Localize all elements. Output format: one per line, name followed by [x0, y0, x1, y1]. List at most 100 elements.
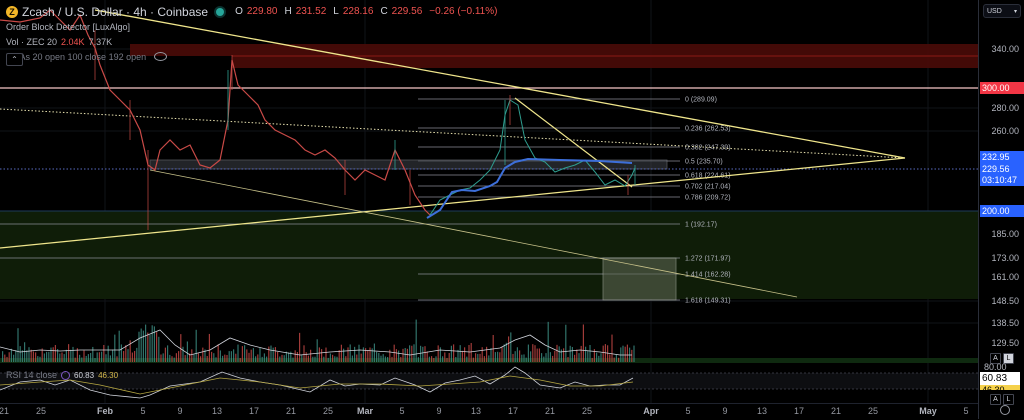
- open-label: O: [235, 5, 243, 17]
- price-tag: 03:10:47: [980, 174, 1024, 186]
- log-scale-button[interactable]: L: [1003, 353, 1014, 364]
- bullish-order-block: [0, 211, 978, 299]
- time-tick: 17: [248, 406, 260, 416]
- fib-level-label: 0.786 (209.72): [685, 195, 731, 202]
- rsi-auto-scale-button[interactable]: A: [990, 394, 1001, 405]
- close-value: 229.56: [391, 5, 423, 17]
- symbol-title[interactable]: Zcash / U.S. Dollar · 4h · Coinbase: [22, 4, 209, 19]
- change-value: −0.26 (−0.11%): [429, 5, 498, 17]
- time-tick: 13: [756, 406, 768, 416]
- time-tick: 17: [793, 406, 805, 416]
- fib-level-label: 1 (192.17): [685, 222, 717, 229]
- time-tick: Mar: [356, 406, 374, 416]
- time-tick: 5: [685, 406, 691, 416]
- indicator-volume[interactable]: Vol · ZEC 20 2.04K 7.37K: [6, 34, 497, 49]
- chart-settings-icon[interactable]: [1000, 405, 1010, 415]
- auto-scale-button[interactable]: A: [990, 353, 1001, 364]
- descending-trendline-thin: [149, 169, 798, 298]
- fib-level-label: 1.272 (171.97): [685, 256, 731, 263]
- price-tick: 280.00: [991, 103, 1019, 113]
- indicator-smas[interactable]: SMAs 20 open 100 close 192 open: [6, 49, 497, 64]
- rsi-legend[interactable]: RSI 14 close 60.83 46.30: [6, 370, 118, 380]
- close-label: C: [380, 5, 388, 17]
- time-tick: Feb: [96, 406, 114, 416]
- rsi-ma-line: [0, 375, 634, 395]
- price-tag: 300.00: [980, 82, 1024, 94]
- rsi-tick-80: 80.00: [984, 362, 1007, 372]
- market-status-icon: [216, 7, 225, 16]
- time-tick: 21: [830, 406, 842, 416]
- volume-histogram: [2, 319, 635, 362]
- fib-level-label: 0.5 (235.70): [685, 159, 723, 166]
- price-tag: 200.00: [980, 205, 1024, 217]
- rsi-log-scale-button[interactable]: L: [1003, 394, 1014, 405]
- indicator-label: SMAs 20 open 100 close 192 open: [6, 51, 147, 62]
- high-label: H: [284, 5, 292, 17]
- time-tick: Apr: [643, 406, 659, 416]
- price-tick: 129.50: [991, 338, 1019, 348]
- currency-label: USD: [987, 7, 1002, 15]
- time-tick: 25: [867, 406, 879, 416]
- time-tick: 21: [544, 406, 556, 416]
- indicator-order-block[interactable]: Order Block Detector [LuxAlgo]: [6, 19, 497, 34]
- time-tick: 5: [963, 406, 969, 416]
- price-chart-canvas[interactable]: 0 (289.09) 0.236 (262.53) 0.382 (247.39) 0.…: [0, 0, 978, 403]
- hidden-eye-icon[interactable]: [154, 52, 168, 61]
- collapse-legend-button[interactable]: ⌃: [6, 53, 23, 66]
- indicator-label: Vol · ZEC 20: [6, 36, 58, 47]
- bearish-order-block: [232, 56, 978, 68]
- rsi-value: 60.83: [74, 370, 95, 380]
- time-tick: 13: [211, 406, 223, 416]
- price-tick: 161.00: [991, 272, 1019, 282]
- time-tick: 5: [399, 406, 405, 416]
- time-axis[interactable]: 21 25 Feb 5 9 13 17 21 25 Mar 5 9 13 17 21 25 Apr 5 9 13 17 2…: [0, 403, 978, 420]
- time-tick: 9: [722, 406, 728, 416]
- range-rectangle: [149, 159, 668, 170]
- price-tag: 232.95: [980, 151, 1024, 163]
- volume-value: 2.04K: [61, 36, 85, 47]
- open-value: 229.80: [246, 5, 278, 17]
- upper-trendline: [94, 9, 906, 159]
- fib-level-label: 1.618 (149.31): [685, 298, 731, 305]
- time-tick: 13: [470, 406, 482, 416]
- time-tick: 9: [177, 406, 183, 416]
- currency-selector[interactable]: USD ▾: [983, 4, 1021, 18]
- rsi-ma-value: 46.30: [98, 370, 119, 380]
- indicator-label: Order Block Detector [LuxAlgo]: [6, 21, 131, 32]
- volume-ma-value: 7.37K: [88, 36, 113, 47]
- price-tick: 185.00: [991, 229, 1019, 239]
- settings-icon[interactable]: [61, 370, 71, 380]
- high-value: 231.52: [295, 5, 327, 17]
- time-tick: 25: [581, 406, 593, 416]
- time-tick: 9: [436, 406, 442, 416]
- price-tick: 260.00: [991, 126, 1019, 136]
- rsi-value-tag: 60.83: [980, 372, 1020, 385]
- fib-level-label: 1.414 (162.28): [685, 272, 731, 279]
- bearish-order-block: [130, 44, 978, 56]
- price-tick: 173.00: [991, 253, 1019, 263]
- time-tick: 25: [322, 406, 334, 416]
- fib-level-label: 0.618 (224.61): [685, 173, 731, 180]
- price-tick: 148.50: [991, 296, 1019, 306]
- low-label: L: [333, 5, 339, 17]
- price-tick: 138.50: [991, 318, 1019, 328]
- time-tick: 21: [0, 406, 10, 416]
- time-tick: 17: [507, 406, 519, 416]
- volume-ma-line: [0, 329, 632, 356]
- fib-level-label: 0.702 (217.04): [685, 184, 731, 191]
- target-rectangle: [602, 257, 677, 301]
- time-tick: 21: [285, 406, 297, 416]
- sma-line: [426, 157, 633, 219]
- candlesticks: [0, 9, 636, 230]
- price-tag: 229.56: [980, 163, 1024, 175]
- rsi-pane-bg: [0, 373, 978, 389]
- fib-retracement: [0, 98, 680, 301]
- fib-level-label: 0 (289.09): [685, 97, 717, 104]
- fib-level-label: 0.236 (262.53): [685, 126, 731, 133]
- chevron-down-icon: ▾: [1013, 8, 1017, 15]
- price-axis[interactable]: 340.00 280.00 260.00 185.00 173.00 161.00 148.…: [978, 0, 1024, 419]
- rsi-ma-tag: 46.30: [980, 385, 1020, 390]
